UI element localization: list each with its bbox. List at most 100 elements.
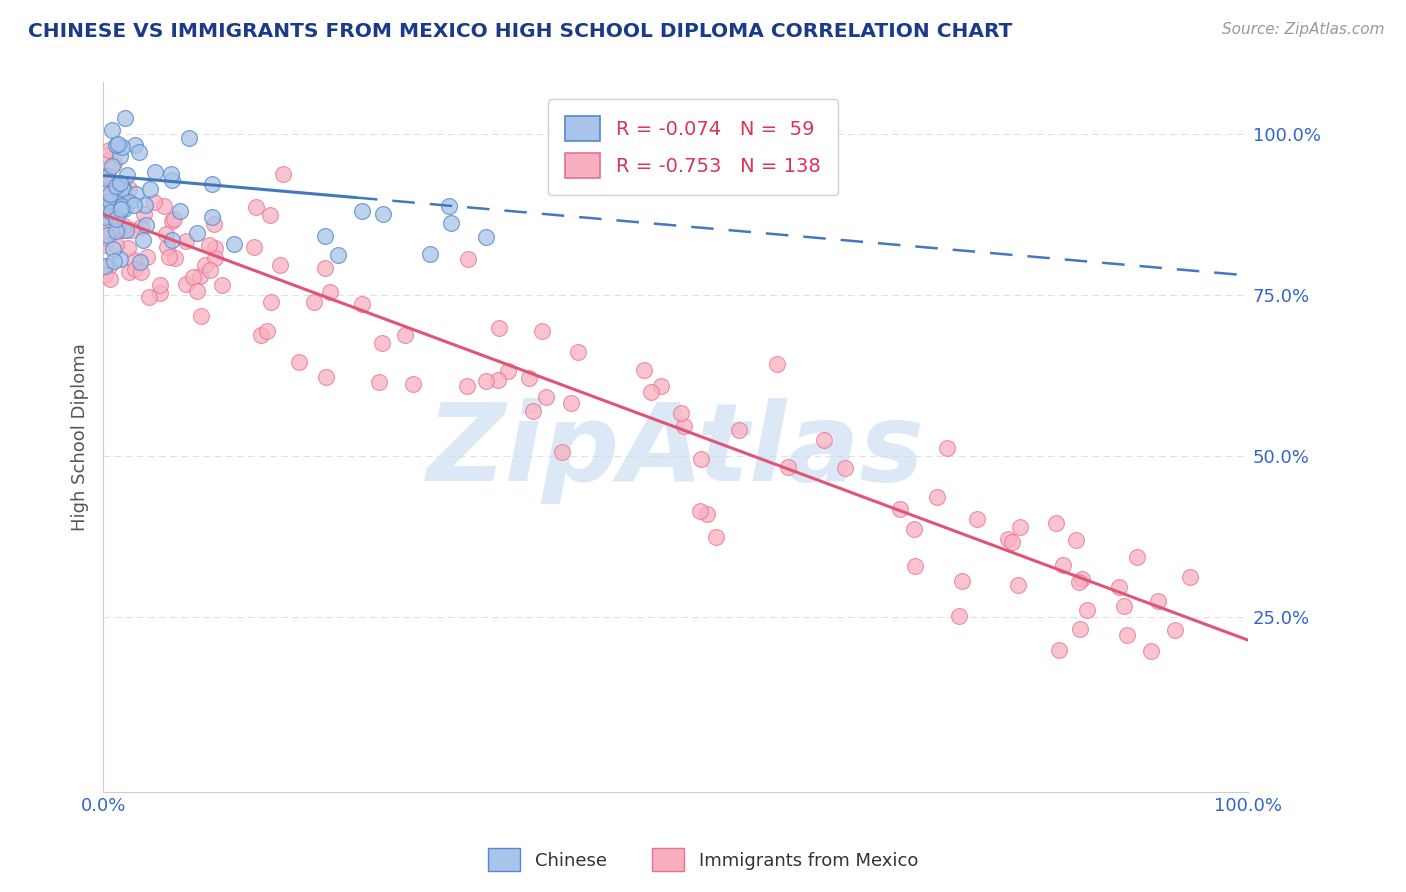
Point (131, 265, 153, 279)
Point (159, 250, 181, 264)
Point (94, 185, 117, 199)
Point (115, 222, 138, 236)
Point (94, 169, 117, 183)
Point (204, 251, 226, 265)
Point (94, 268, 117, 282)
Point (94, 259, 117, 273)
Point (97, 231, 120, 245)
Point (110, 149, 132, 163)
Point (101, 159, 124, 173)
Point (567, 344, 589, 359)
Point (1052, 558, 1074, 573)
Point (948, 608, 970, 623)
Point (94, 210, 117, 224)
Point (534, 390, 557, 404)
Point (650, 379, 672, 393)
Point (101, 123, 124, 137)
Point (1001, 535, 1024, 549)
Point (966, 512, 988, 526)
Point (371, 207, 394, 221)
Point (124, 187, 146, 202)
Point (112, 219, 135, 234)
Point (352, 204, 374, 219)
Point (94, 184, 117, 198)
Point (950, 574, 973, 589)
Point (243, 240, 266, 254)
Point (105, 238, 128, 252)
Point (122, 252, 145, 267)
Point (97, 196, 120, 211)
Point (103, 156, 125, 170)
Point (153, 199, 176, 213)
Point (669, 405, 692, 419)
Point (98, 187, 121, 202)
Point (174, 277, 197, 292)
Point (124, 261, 146, 276)
Point (633, 362, 655, 376)
Point (394, 327, 416, 342)
Point (314, 260, 336, 275)
Point (107, 181, 129, 195)
Point (1147, 594, 1170, 608)
Point (904, 558, 927, 573)
Point (224, 236, 246, 251)
Point (149, 285, 172, 300)
Point (1069, 622, 1091, 636)
Point (128, 145, 150, 159)
Point (834, 461, 856, 475)
Point (163, 211, 186, 226)
Point (256, 325, 278, 339)
Point (103, 199, 125, 213)
Point (211, 277, 233, 292)
Point (728, 423, 751, 437)
Point (245, 200, 267, 214)
Point (105, 195, 128, 210)
Point (105, 137, 128, 152)
Point (108, 252, 131, 266)
Point (134, 198, 156, 212)
Point (765, 358, 787, 372)
Point (98, 259, 121, 273)
Point (120, 223, 142, 237)
Point (94, 173, 117, 187)
Point (1126, 550, 1149, 565)
Point (160, 173, 183, 187)
Point (105, 179, 128, 194)
Point (1112, 599, 1135, 614)
Point (111, 198, 134, 212)
Point (114, 112, 136, 126)
Point (1108, 580, 1130, 594)
Point (105, 194, 128, 208)
Point (673, 419, 696, 434)
Point (107, 136, 129, 151)
Point (169, 204, 191, 219)
Point (560, 396, 582, 410)
Point (260, 295, 283, 310)
Point (94, 238, 117, 252)
Point (186, 226, 208, 240)
Point (201, 210, 224, 224)
Legend: R = -0.074   N =  59, R = -0.753   N = 138: R = -0.074 N = 59, R = -0.753 N = 138 (548, 99, 838, 195)
Point (288, 355, 311, 369)
Point (110, 176, 132, 190)
Point (1064, 533, 1087, 548)
Point (271, 167, 294, 181)
Point (174, 234, 197, 248)
Point (103, 202, 125, 216)
Y-axis label: High School Diploma: High School Diploma (72, 343, 89, 531)
Point (550, 445, 572, 459)
Point (117, 241, 139, 255)
Point (1010, 520, 1032, 534)
Point (98, 143, 121, 157)
Point (111, 178, 134, 193)
Point (198, 263, 221, 277)
Point (188, 268, 211, 283)
Point (259, 209, 281, 223)
Point (156, 240, 179, 254)
Point (111, 178, 134, 192)
Point (160, 167, 183, 181)
Point (112, 223, 135, 237)
Point (488, 320, 510, 334)
Point (98, 201, 121, 215)
Point (813, 434, 835, 448)
